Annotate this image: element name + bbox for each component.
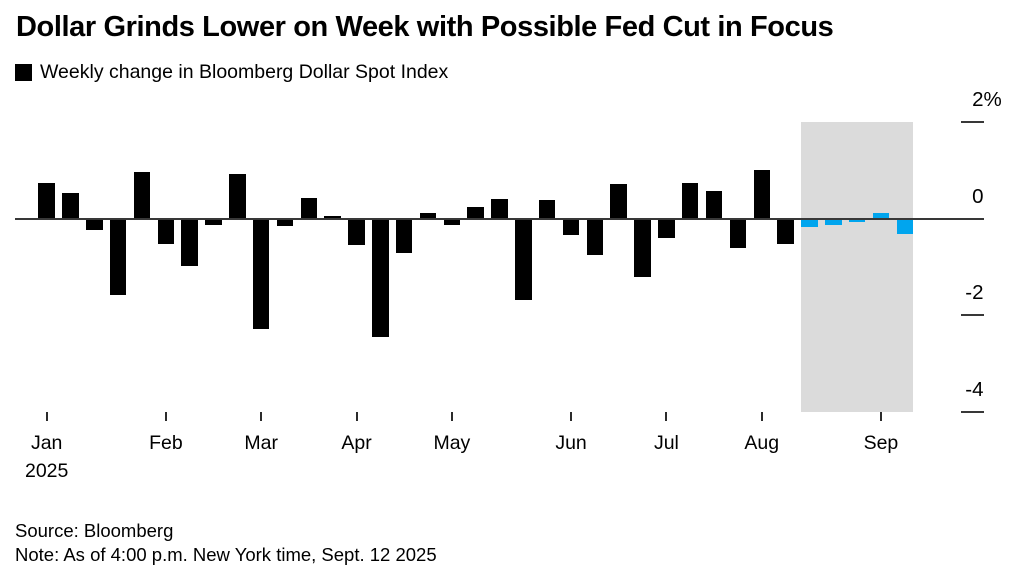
bar bbox=[419, 212, 437, 219]
bar bbox=[705, 191, 723, 219]
bar bbox=[681, 182, 699, 219]
source-note: Source: Bloomberg bbox=[15, 520, 174, 541]
bar bbox=[562, 218, 580, 235]
bar bbox=[324, 216, 341, 219]
bar bbox=[538, 200, 556, 219]
x-tick-label: Mar bbox=[244, 432, 278, 454]
bar bbox=[62, 193, 79, 219]
bar bbox=[872, 212, 890, 219]
bar bbox=[229, 173, 246, 219]
x-tick bbox=[570, 411, 573, 421]
percent-sign: % bbox=[983, 87, 1002, 111]
y-tick bbox=[961, 410, 984, 413]
y-tick bbox=[961, 314, 984, 317]
bar bbox=[753, 169, 770, 219]
x-tick-label: Jun bbox=[555, 432, 587, 454]
x-tick-label: May bbox=[433, 432, 471, 454]
bar bbox=[86, 218, 103, 230]
bar bbox=[467, 207, 484, 219]
bar bbox=[300, 197, 318, 219]
bar bbox=[181, 218, 198, 266]
bar bbox=[157, 218, 175, 244]
bar bbox=[634, 218, 651, 278]
bar bbox=[777, 218, 794, 244]
bar bbox=[276, 218, 294, 227]
x-tick bbox=[760, 411, 763, 421]
y-tick bbox=[961, 120, 984, 123]
bar bbox=[252, 218, 270, 330]
x-tick-label: Aug bbox=[744, 432, 780, 454]
x-tick bbox=[45, 411, 48, 421]
footer-notes: Source: Bloomberg Note: As of 4:00 p.m. … bbox=[15, 519, 437, 566]
x-tick bbox=[665, 411, 668, 421]
x-tick-label: Jan bbox=[30, 432, 63, 454]
bar bbox=[610, 184, 627, 219]
x-tick bbox=[355, 411, 358, 421]
bar bbox=[372, 218, 389, 337]
x-tick bbox=[260, 411, 263, 421]
bar bbox=[848, 218, 866, 222]
bar bbox=[133, 171, 151, 219]
bar bbox=[491, 199, 508, 219]
bar bbox=[896, 218, 913, 235]
x-tick-sublabel: 2025 bbox=[24, 460, 69, 482]
x-axis-line bbox=[15, 217, 984, 220]
x-tick-label: Feb bbox=[149, 432, 183, 454]
y-tick-label: -2 bbox=[965, 281, 984, 305]
x-tick-label: Jul bbox=[653, 432, 679, 454]
bar bbox=[801, 218, 818, 227]
y-tick-label: 2% bbox=[972, 87, 1002, 111]
x-tick bbox=[164, 411, 167, 421]
bar bbox=[109, 218, 127, 296]
bar bbox=[395, 218, 413, 254]
x-tick-label: Apr bbox=[341, 432, 372, 454]
bar bbox=[443, 218, 461, 226]
legend-label: Weekly change in Bloomberg Dollar Spot I… bbox=[40, 61, 449, 83]
highlight-band bbox=[800, 121, 914, 412]
bar bbox=[729, 218, 747, 249]
bar bbox=[348, 218, 365, 246]
legend-swatch-icon bbox=[15, 64, 32, 81]
bar bbox=[515, 218, 532, 301]
y-tick-label: 0 bbox=[972, 184, 984, 208]
bar bbox=[658, 218, 675, 239]
asof-note: Note: As of 4:00 p.m. New York time, Sep… bbox=[15, 543, 437, 565]
chart-title: Dollar Grinds Lower on Week with Possibl… bbox=[16, 11, 834, 43]
y-tick-label: -4 bbox=[965, 377, 984, 401]
bar bbox=[38, 183, 55, 219]
bar bbox=[205, 218, 222, 226]
x-tick bbox=[450, 411, 453, 421]
bar bbox=[586, 218, 604, 255]
bar bbox=[825, 218, 842, 226]
x-tick-label: Sep bbox=[863, 432, 899, 454]
x-tick bbox=[879, 411, 882, 421]
